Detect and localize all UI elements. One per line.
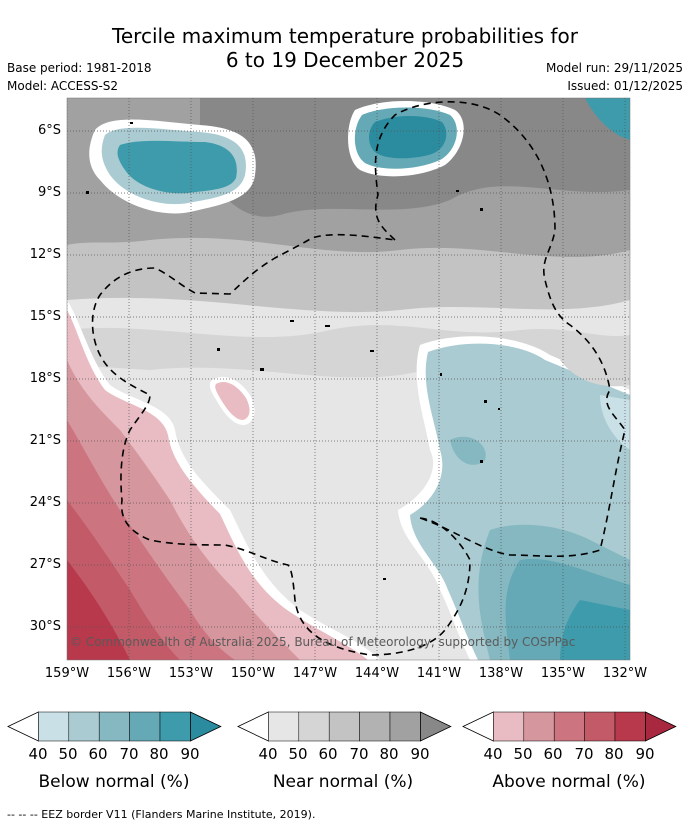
legends — [7, 711, 677, 742]
legend-tick: 90 — [410, 745, 430, 763]
eez-footnote: -- -- -- EEZ border V11 (Flanders Marine… — [7, 808, 316, 821]
lon-label: 153°W — [168, 666, 214, 681]
map-title: Tercile maximum temperature probabilitie… — [0, 24, 690, 72]
legend-near-label: Near normal (%) — [272, 772, 414, 792]
legend-swatch — [389, 711, 421, 742]
legend-tick: 40 — [258, 745, 278, 763]
legend-swatch — [614, 711, 646, 742]
legend-tick: 80 — [604, 745, 624, 763]
lat-label: 30°S — [29, 619, 61, 634]
legend-swatch — [68, 711, 100, 742]
legend-swatch — [584, 711, 616, 742]
legend-tick: 40 — [483, 745, 503, 763]
title-line-1: Tercile maximum temperature probabilitie… — [112, 24, 578, 48]
model-name: Model: ACCESS-S2 — [7, 79, 119, 93]
legend-tick: 80 — [149, 745, 169, 763]
legend-tick: 70 — [349, 745, 369, 763]
meta-left: Base period: 1981-2018 Model: ACCESS-S2 — [7, 59, 152, 95]
legend-swatch — [237, 711, 269, 742]
legend-swatch — [645, 711, 677, 742]
legend-tick: 50 — [58, 745, 78, 763]
legend-tick: 50 — [288, 745, 308, 763]
legend-swatch — [129, 711, 161, 742]
lon-label: 150°W — [230, 666, 276, 681]
legend-tick: 60 — [543, 745, 563, 763]
lat-label: 27°S — [29, 557, 61, 572]
legend-swatch — [159, 711, 191, 742]
lon-label: 144°W — [354, 666, 400, 681]
lat-label: 15°S — [29, 309, 61, 324]
legend-swatch — [359, 711, 391, 742]
lon-label: 135°W — [540, 666, 586, 681]
legend-swatch — [493, 711, 525, 742]
lon-label: 138°W — [478, 666, 524, 681]
lon-label: 156°W — [106, 666, 152, 681]
graticule — [67, 98, 630, 660]
legend-below-label: Below normal (%) — [38, 772, 190, 792]
legend-swatch — [189, 711, 222, 742]
legend-swatch — [7, 711, 39, 742]
map-field: © Commonwealth of Australia 2025, Bureau… — [67, 98, 630, 660]
legend-swatch — [553, 711, 585, 742]
lat-label: 12°S — [29, 247, 61, 262]
meta-right: Model run: 29/11/2025 Issued: 01/12/2025 — [546, 59, 683, 95]
legend-swatch — [462, 711, 494, 742]
legend-tick: 70 — [574, 745, 594, 763]
legend-swatch — [419, 711, 452, 742]
lat-label: 6°S — [37, 123, 61, 138]
model-run: Model run: 29/11/2025 — [545, 61, 683, 75]
lon-label: 147°W — [292, 666, 338, 681]
lon-label: 132°W — [602, 666, 648, 681]
legend-tick: 60 — [318, 745, 338, 763]
legend-tick: 40 — [28, 745, 48, 763]
legend-swatch — [523, 711, 555, 742]
lon-label: 141°W — [416, 666, 462, 681]
islands — [86, 122, 500, 580]
title-line-2: 6 to 19 December 2025 — [225, 48, 465, 72]
legend-above-label: Above normal (%) — [492, 772, 646, 792]
lat-label: 18°S — [29, 371, 61, 386]
legend-swatch — [268, 711, 300, 742]
legend-tick: 50 — [513, 745, 533, 763]
legend-tick: 70 — [119, 745, 139, 763]
legend-swatch — [328, 711, 360, 742]
legend-tick: 90 — [180, 745, 200, 763]
legend-swatch — [298, 711, 330, 742]
lat-label: 21°S — [29, 433, 61, 448]
legend-tick: 60 — [88, 745, 108, 763]
eez-borders — [91, 101, 626, 656]
legend-tick: 90 — [635, 745, 655, 763]
legend-swatch — [98, 711, 130, 742]
legend-swatch — [38, 711, 70, 742]
base-period: Base period: 1981-2018 — [7, 61, 152, 75]
lat-label: 24°S — [29, 495, 61, 510]
lon-label: 159°W — [44, 666, 90, 681]
copyright-notice: © Commonwealth of Australia 2025, Bureau… — [70, 635, 575, 649]
legend-tick: 80 — [379, 745, 399, 763]
issued-date: Issued: 01/12/2025 — [567, 79, 683, 93]
lat-label: 9°S — [37, 185, 61, 200]
